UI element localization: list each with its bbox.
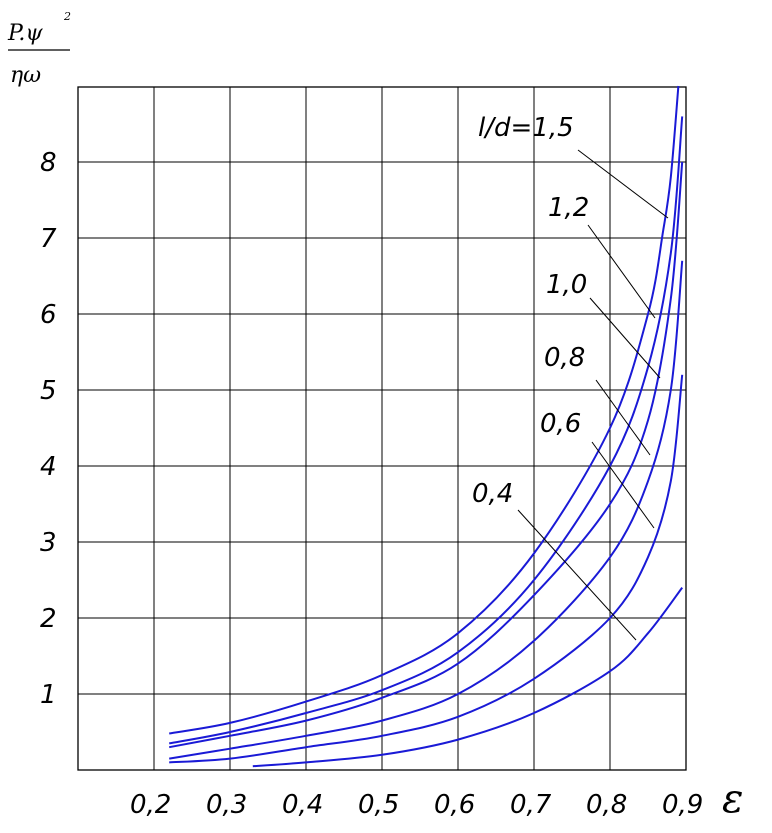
x-tick-label: 0,8 [586, 790, 627, 820]
series-line [169, 161, 684, 749]
y-label-exponent: 2 [63, 10, 71, 23]
y-label-numerator: P.ψ [7, 21, 43, 46]
y-tick-label: 2 [40, 604, 57, 634]
y-tick-label: 3 [40, 528, 57, 558]
annotations: l/d=1,5 1,2 1,0 0,8 0,6 0,4 [472, 113, 669, 641]
x-tick-label: 0,7 [510, 790, 552, 820]
series-line [169, 374, 684, 764]
annotation-label: 1,2 [548, 193, 589, 223]
x-tick-label: 0,6 [434, 790, 475, 820]
tick-labels: 0,2 0,3 0,4 0,5 0,6 0,7 0,8 0,9 1 2 3 4 5 6 7 8 [40, 148, 703, 820]
x-tick-label: 0,2 [130, 790, 171, 820]
y-tick-label: 5 [40, 376, 57, 406]
y-label-denominator: ηω [10, 63, 41, 88]
y-tick-label: 8 [40, 148, 57, 178]
annotation-leader [517, 509, 637, 641]
annotation-label: 0,4 [472, 479, 513, 509]
series-line [252, 587, 684, 768]
x-tick-label: 0,5 [358, 790, 399, 820]
annotation-leader [595, 379, 651, 456]
x-axis-label: ε [722, 776, 743, 822]
annotation-label: 0,6 [540, 409, 581, 439]
y-tick-label: 4 [40, 452, 57, 482]
series-line [169, 260, 684, 760]
annotation-label: 1,0 [546, 270, 587, 300]
annotation-leader [577, 149, 669, 219]
series-lines [169, 85, 684, 768]
y-tick-label: 1 [40, 680, 57, 710]
annotation-label: l/d=1,5 [478, 113, 574, 143]
y-tick-label: 6 [40, 300, 57, 330]
series-line [169, 85, 680, 735]
grid [77, 86, 687, 771]
x-tick-label: 0,3 [206, 790, 247, 820]
annotation-leader [589, 297, 661, 379]
x-tick-label: 0,9 [662, 790, 703, 820]
annotation-leader [591, 441, 655, 529]
y-axis-label: P.ψ 2 ηω [7, 10, 71, 88]
x-tick-label: 0,4 [282, 790, 323, 820]
series-line [169, 116, 684, 745]
annotation-label: 0,8 [544, 343, 585, 373]
y-tick-label: 7 [40, 224, 57, 254]
annotation-leader [587, 224, 656, 319]
